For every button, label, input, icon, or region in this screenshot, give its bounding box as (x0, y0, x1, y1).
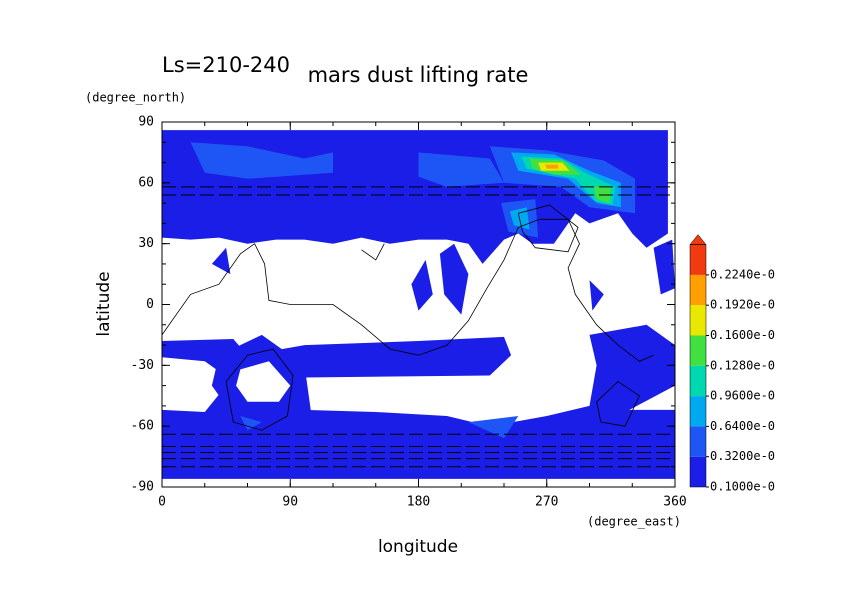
topo-line (361, 243, 385, 261)
topo-line (517, 204, 579, 253)
x-tick-label: 0 (158, 495, 166, 510)
contour-region (240, 416, 262, 431)
chart-title: mars dust lifting rate (308, 63, 529, 87)
y-axis-label: latitude (94, 271, 114, 336)
colorbar-label: 0.1000e-0 (710, 480, 775, 494)
colorbar-segment (690, 244, 706, 275)
colorbar-label: 0.1600e-0 (710, 328, 775, 342)
colorbar-label: 0.3200e-0 (710, 449, 775, 463)
y-tick-label: 30 (138, 236, 154, 251)
colorbar-segment (690, 396, 706, 427)
x-tick-label: 360 (663, 495, 686, 510)
contour-region (653, 239, 675, 295)
contour-region (589, 324, 675, 416)
x-unit: (degree_east) (587, 515, 681, 529)
colorbar-segment (690, 274, 706, 306)
colorbar-frame (689, 244, 707, 488)
colorbar-label: 0.1920e-0 (710, 298, 775, 312)
y-tick-label: -30 (131, 358, 154, 373)
x-tick-label: 270 (535, 495, 558, 510)
topo-line (596, 381, 640, 427)
y-tick-label: 60 (138, 175, 154, 190)
colorbar-label: 0.6400e-0 (710, 419, 775, 433)
contour-region (418, 152, 504, 187)
x-axis-label: longitude (378, 537, 458, 557)
colorbar-segment (690, 426, 706, 457)
topo-line (161, 218, 654, 362)
contour-region (589, 280, 604, 311)
colorbar-segment (690, 305, 706, 336)
chart-subtitle: Ls=210-240 (162, 53, 290, 77)
contour-region (190, 142, 333, 179)
contour-region (411, 259, 433, 311)
y-tick-label: 90 (138, 115, 154, 130)
contour-region (468, 416, 519, 439)
colorbar-segment (690, 456, 706, 487)
colorbar-label: 0.9600e-0 (710, 389, 775, 403)
colorbar-label: 0.2240e-0 (710, 267, 775, 281)
x-tick-label: 90 (282, 495, 298, 510)
y-unit: (degree_north) (85, 91, 186, 105)
colorbar-label: 0.1280e-0 (710, 358, 775, 372)
x-tick-label: 180 (407, 495, 430, 510)
y-tick-label: -90 (131, 480, 154, 495)
y-tick-label: -60 (131, 419, 154, 434)
topo-line (225, 348, 294, 431)
contour-region (545, 164, 559, 169)
contour-region (211, 247, 231, 275)
y-tick-label: 0 (146, 297, 154, 312)
hole (236, 361, 291, 402)
colorbar-segment (690, 365, 706, 397)
contour-region (439, 243, 469, 315)
colorbar-segment (690, 335, 706, 366)
